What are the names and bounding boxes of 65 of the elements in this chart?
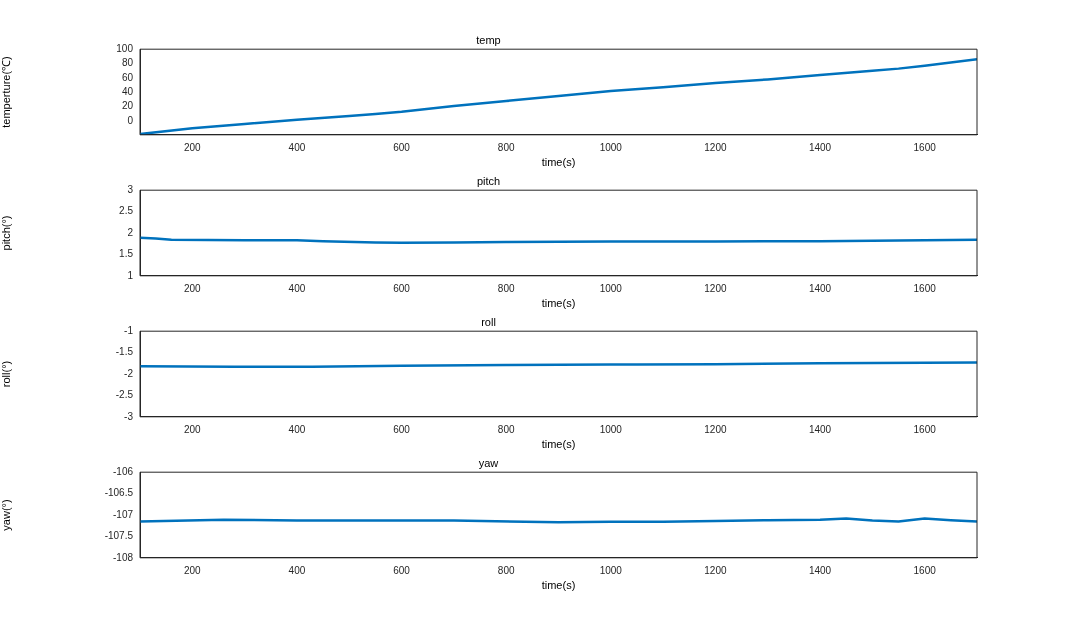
y-axis-title: temperture(℃) — [0, 56, 12, 128]
x-tick-label: 1200 — [704, 423, 727, 435]
chart-title: roll — [481, 315, 496, 328]
x-tick-label: 200 — [183, 141, 202, 153]
y-tick-label: -106 — [112, 465, 134, 477]
y-tick-label: 1.5 — [119, 248, 134, 260]
chart-title: yaw — [478, 456, 499, 469]
x-tick-label: 600 — [393, 141, 411, 153]
y-tick-label: -2.5 — [115, 389, 134, 401]
y-tick-label: 1 — [127, 269, 134, 281]
x-tick-label: 400 — [288, 423, 306, 435]
x-tick-label: 1600 — [913, 141, 937, 153]
y-tick-label: 0 — [127, 114, 134, 126]
x-tick-label: 800 — [497, 423, 515, 435]
chart-title: temp — [476, 33, 501, 46]
x-tick-label: 800 — [497, 141, 515, 153]
y-tick-label: 80 — [121, 57, 134, 69]
x-tick-label: 800 — [497, 282, 515, 294]
x-tick-label: 1000 — [599, 282, 623, 294]
x-tick-label: 1600 — [913, 282, 937, 294]
x-tick-label: 200 — [183, 423, 202, 435]
x-tick-label: 1200 — [704, 282, 727, 294]
x-tick-label: 1400 — [808, 423, 832, 435]
x-tick-label: 1400 — [808, 564, 832, 576]
y-tick-label: -106.5 — [104, 487, 134, 499]
x-tick-label: 1400 — [808, 282, 832, 294]
x-tick-label: 400 — [288, 564, 306, 576]
y-tick-label: 3 — [127, 183, 134, 195]
y-tick-label: -107.5 — [104, 530, 134, 542]
x-tick-label: 400 — [288, 282, 306, 294]
y-tick-label: 2.5 — [119, 205, 134, 217]
x-tick-label: 1200 — [704, 564, 727, 576]
y-axis-title: roll(°) — [0, 360, 12, 388]
x-tick-label: 800 — [497, 564, 515, 576]
y-tick-label: -107 — [112, 508, 134, 520]
y-tick-label: -108 — [112, 551, 134, 563]
y-tick-label: 2 — [127, 226, 134, 238]
x-axis-title: time(s) — [541, 297, 576, 310]
y-tick-label: 20 — [121, 100, 134, 112]
x-tick-label: 1000 — [599, 423, 623, 435]
x-tick-label: 1000 — [599, 564, 623, 576]
x-axis-title: time(s) — [541, 156, 576, 169]
x-tick-label: 400 — [288, 141, 306, 153]
x-tick-label: 1400 — [808, 141, 832, 153]
y-tick-label: -1.5 — [115, 346, 134, 358]
y-tick-label: -1 — [124, 324, 134, 336]
x-tick-label: 200 — [183, 282, 202, 294]
x-tick-label: 1000 — [599, 141, 623, 153]
y-tick-label: 100 — [116, 42, 134, 54]
y-axis-title: pitch(°) — [0, 215, 12, 251]
x-tick-label: 200 — [183, 564, 202, 576]
x-tick-label: 1600 — [913, 564, 937, 576]
x-tick-label: 600 — [393, 282, 411, 294]
x-tick-label: 600 — [393, 564, 411, 576]
chart-title: pitch — [476, 174, 501, 187]
x-axis-title: time(s) — [541, 438, 576, 451]
y-tick-label: 60 — [121, 71, 134, 83]
x-tick-label: 1600 — [913, 423, 937, 435]
y-tick-label: -2 — [124, 367, 134, 379]
y-axis-title: yaw(°) — [0, 499, 12, 531]
x-tick-label: 1200 — [704, 141, 727, 153]
y-tick-label: -3 — [124, 410, 134, 422]
x-tick-label: 600 — [393, 423, 411, 435]
y-tick-label: 40 — [121, 86, 134, 98]
x-axis-title: time(s) — [541, 579, 576, 592]
